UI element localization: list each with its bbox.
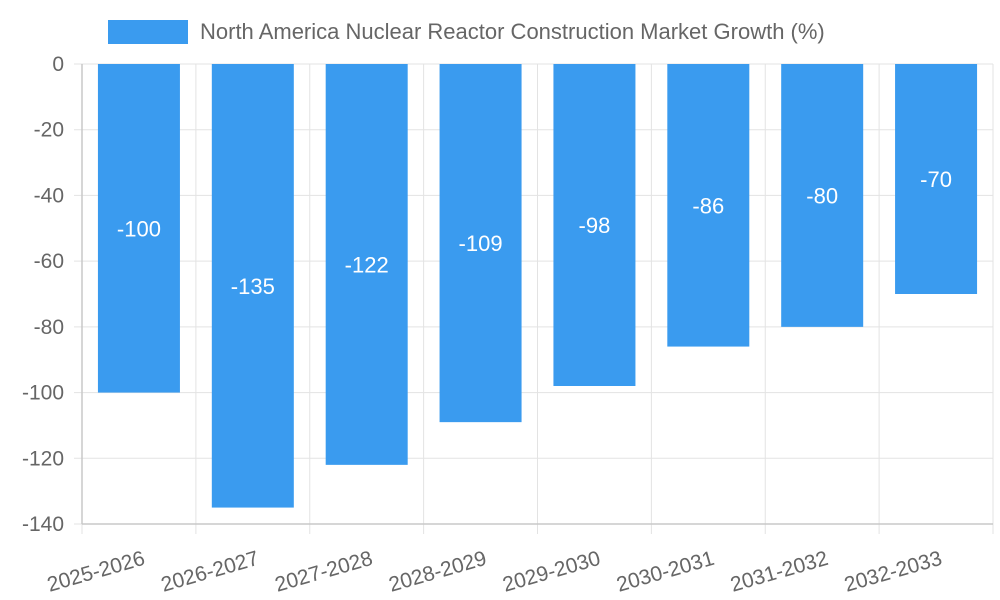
x-tick-label: 2025-2026 [45, 547, 148, 597]
bar-2027-2028 [325, 64, 408, 465]
x-tick-label: 2028-2029 [386, 547, 489, 597]
bar-2025-2026 [97, 64, 180, 393]
x-tick-label: 2029-2030 [500, 547, 603, 597]
y-tick-label: 0 [52, 53, 64, 76]
bar-2030-2031 [667, 64, 750, 347]
bar-2028-2029 [439, 64, 522, 423]
data-label: -100 [117, 216, 161, 241]
data-label: -80 [806, 183, 838, 208]
data-label: -135 [231, 274, 275, 299]
bar-2026-2027 [211, 64, 294, 508]
legend-swatch [108, 20, 188, 44]
data-label: -98 [579, 213, 611, 238]
y-tick-label: -40 [34, 184, 64, 207]
y-tick-label: -80 [34, 316, 64, 339]
y-tick-label: -100 [22, 382, 64, 405]
bar-2029-2030 [553, 64, 636, 386]
legend-label: North America Nuclear Reactor Constructi… [200, 19, 825, 44]
x-tick-label: 2032-2033 [842, 547, 945, 597]
x-tick-label: 2030-2031 [614, 547, 717, 597]
data-label: -86 [692, 193, 724, 218]
bar-2031-2032 [781, 64, 864, 327]
y-tick-label: -140 [22, 513, 64, 536]
bar-2032-2033 [895, 64, 978, 294]
x-tick-label: 2027-2028 [272, 547, 375, 597]
data-label: -70 [920, 167, 952, 192]
y-tick-label: -20 [34, 119, 64, 142]
data-label: -122 [345, 252, 389, 277]
x-tick-label: 2026-2027 [159, 547, 262, 597]
data-label: -109 [459, 231, 503, 256]
x-tick-label: 2031-2032 [728, 547, 831, 597]
legend[interactable]: North America Nuclear Reactor Constructi… [108, 18, 825, 46]
y-tick-label: -60 [34, 250, 64, 273]
y-tick-label: -120 [22, 447, 64, 470]
